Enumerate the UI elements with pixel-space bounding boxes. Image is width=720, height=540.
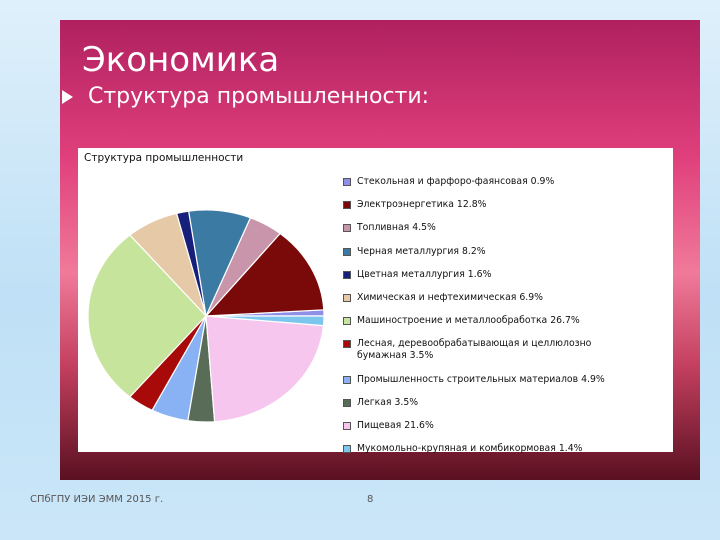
pie-slice <box>205 315 325 327</box>
legend-swatch <box>343 375 351 384</box>
legend-label: Пищевая <box>357 419 402 431</box>
legend-swatch <box>343 293 351 302</box>
legend-value: 26.7% <box>550 315 580 327</box>
legend-value: 1.4% <box>558 443 583 455</box>
legend-label: Машиностроение и металлообработка <box>357 315 548 327</box>
legend-swatch <box>343 201 351 210</box>
legend-label: Легкая <box>357 396 392 408</box>
legend-swatch <box>343 445 351 454</box>
legend-swatch <box>343 421 351 430</box>
legend-value: 6.9% <box>519 291 543 303</box>
legend-text: Стекольная и фарфоро-фаянсовая 0.9% <box>357 176 554 188</box>
page-number: 8 <box>367 494 374 505</box>
legend-swatch <box>343 270 351 279</box>
pie-slice <box>205 315 325 423</box>
legend-text: Промышленность строительных материалов 4… <box>357 374 605 386</box>
legend-swatch <box>343 247 351 256</box>
legend-value: 21.6% <box>404 419 434 431</box>
chart-title: Структура промышленности <box>84 152 243 164</box>
legend-item: Химическая и нефтехимическая 6.9% <box>340 292 670 304</box>
legend-label: Цветная металлургия <box>357 268 465 280</box>
footer: СПбГПУ ИЭИ ЭММ 2015 г. <box>30 494 164 505</box>
legend-text: Топливная 4.5% <box>357 222 436 234</box>
legend-item: Мукомольно-крупяная и комбикормовая 1.4% <box>340 443 670 455</box>
legend-text: Электроэнергетика 12.8% <box>357 199 486 211</box>
legend-label: Химическая и нефтехимическая <box>357 291 517 303</box>
legend: Стекольная и фарфоро-фаянсовая 0.9% Элект… <box>340 176 670 466</box>
legend-item: Электроэнергетика 12.8% <box>340 199 670 211</box>
legend-value: 8.2% <box>461 245 486 257</box>
pie-slice <box>87 234 207 398</box>
slide-title: Экономика <box>82 40 280 80</box>
legend-item: Стекольная и фарфоро-фаянсовая 0.9% <box>340 176 670 188</box>
legend-value: 12.8% <box>456 199 487 211</box>
pie-slice <box>204 232 325 317</box>
legend-swatch <box>343 398 351 407</box>
legend-item: Машиностроение и металлообработка 26.7% <box>340 315 670 327</box>
legend-item: Пищевая 21.6% <box>340 420 670 432</box>
legend-text: Цветная металлургия 1.6% <box>357 269 491 281</box>
legend-swatch <box>343 317 351 326</box>
legend-swatch <box>343 224 351 233</box>
legend-text: Химическая и нефтехимическая 6.9% <box>357 292 543 304</box>
legend-text: Лесная, деревообрабатывающая и целлюлозн… <box>357 338 670 362</box>
legend-label: Стекольная и фарфоро-фаянсовая <box>357 176 528 187</box>
legend-item: Легкая 3.5% <box>340 397 670 409</box>
legend-item: Лесная, деревообрабатывающая и целлюлозн… <box>340 338 670 362</box>
legend-text: Мукомольно-крупяная и комбикормовая 1.4% <box>357 443 582 455</box>
legend-value: 3.5% <box>394 396 419 408</box>
legend-label: Черная металлургия <box>357 245 459 257</box>
legend-text: Машиностроение и металлообработка 26.7% <box>357 315 580 327</box>
legend-value: 1.6% <box>467 268 492 280</box>
legend-item: Промышленность строительных материалов 4… <box>340 374 670 386</box>
legend-value: 4.5% <box>412 222 436 234</box>
legend-item: Топливная 4.5% <box>340 222 670 234</box>
legend-label: Электроэнергетика <box>357 199 454 211</box>
slide-subtitle: Структура промышленности: <box>88 84 430 109</box>
legend-value: 0.9% <box>530 176 555 187</box>
legend-label: Топливная <box>357 222 410 234</box>
legend-text: Черная металлургия 8.2% <box>357 246 486 258</box>
legend-label: Промышленность строительных материалов <box>357 373 579 385</box>
legend-text: Легкая 3.5% <box>357 397 418 409</box>
bullet <box>62 90 73 104</box>
legend-item: Цветная металлургия 1.6% <box>340 269 670 281</box>
legend-text: Пищевая 21.6% <box>357 420 434 432</box>
legend-swatch <box>343 340 351 349</box>
legend-value: 3.5% <box>409 350 434 362</box>
legend-value: 4.9% <box>581 373 605 385</box>
legend-swatch <box>343 178 351 186</box>
legend-item: Черная металлургия 8.2% <box>340 246 670 258</box>
legend-label: Лесная, деревообрабатывающая и целлюлозн… <box>357 338 592 362</box>
legend-label: Мукомольно-крупяная и комбикормовая <box>357 443 556 455</box>
